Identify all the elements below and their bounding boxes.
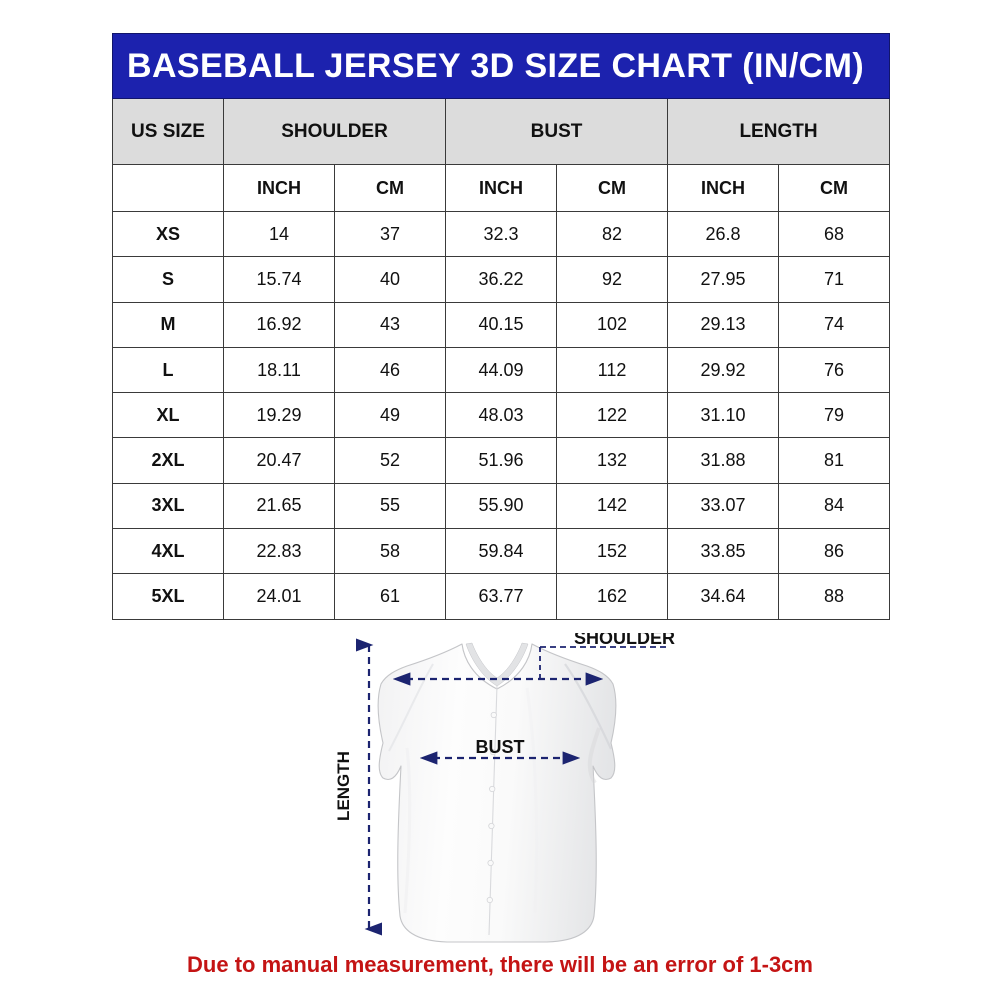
svg-text:BUST: BUST — [476, 737, 525, 757]
svg-text:LENGTH: LENGTH — [334, 751, 353, 821]
svg-text:SHOULDER: SHOULDER — [574, 633, 675, 648]
